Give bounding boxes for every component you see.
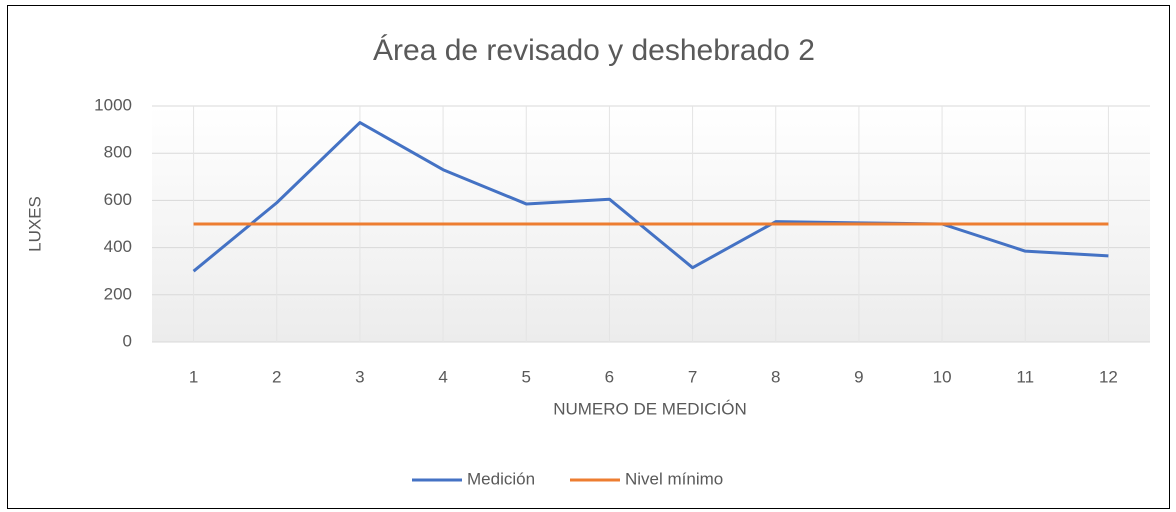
x-tick-label: 6 xyxy=(605,367,614,386)
y-tick-label: 400 xyxy=(104,237,132,256)
legend-label: Nivel mínimo xyxy=(625,469,723,488)
y-tick-label: 200 xyxy=(104,284,132,303)
x-tick-label: 10 xyxy=(933,367,952,386)
x-tick-label: 3 xyxy=(355,367,364,386)
legend-label: Medición xyxy=(467,469,535,488)
chart-title: Área de revisado y deshebrado 2 xyxy=(373,34,815,67)
y-tick-label: 0 xyxy=(123,331,132,350)
x-tick-label: 1 xyxy=(189,367,198,386)
x-tick-label: 2 xyxy=(272,367,281,386)
x-tick-label: 8 xyxy=(771,367,780,386)
x-tick-label: 4 xyxy=(438,367,447,386)
x-axis-title: NUMERO DE MEDICIÓN xyxy=(553,399,747,418)
data-line xyxy=(192,121,1109,273)
x-tick-label: 12 xyxy=(1099,367,1118,386)
y-tick-label: 1000 xyxy=(94,95,132,114)
y-tick-label: 600 xyxy=(104,190,132,209)
x-tick-label: 5 xyxy=(522,367,531,386)
y-tick-label: 800 xyxy=(104,143,132,162)
x-tick-label: 11 xyxy=(1016,367,1034,386)
x-tick-label: 9 xyxy=(854,367,863,386)
x-tick-label: 7 xyxy=(688,367,697,386)
y-axis-title: LUXES xyxy=(25,196,44,252)
